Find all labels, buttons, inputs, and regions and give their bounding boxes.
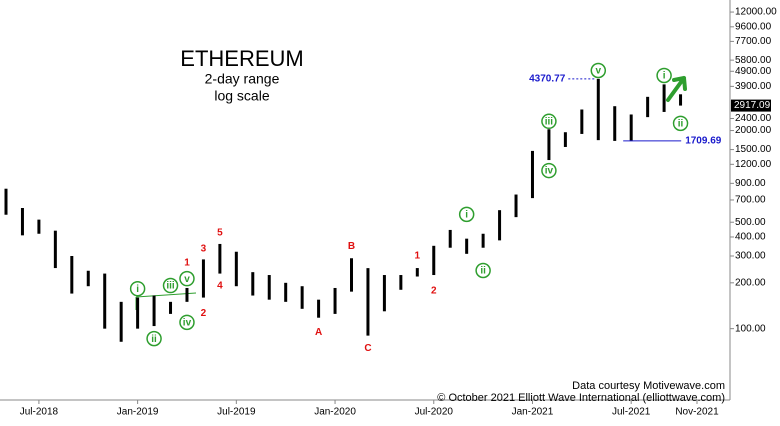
- wave-label: iv: [545, 166, 554, 177]
- y-tick-label: 5800.00: [735, 55, 772, 66]
- y-tick-label: 500.00: [735, 217, 766, 228]
- y-tick-label: 9600.00: [735, 21, 772, 32]
- y-tick-label: 4900.00: [735, 66, 772, 77]
- wave-label: v: [184, 274, 190, 285]
- wave-label: B: [348, 241, 355, 252]
- wave-circle: [656, 67, 672, 84]
- wave-label: i: [663, 71, 666, 82]
- wave-circle: [475, 262, 491, 279]
- wave-label: i: [465, 210, 468, 221]
- x-tick-label: Jan-2020: [314, 407, 356, 418]
- x-tick-label: Jul-2020: [415, 407, 454, 418]
- y-tick-label: 1500.00: [735, 144, 772, 155]
- x-tick-label: Jul-2018: [20, 407, 59, 418]
- chart-subtitle: 2-day range: [205, 71, 280, 87]
- last-price-box: [731, 99, 771, 112]
- wave-label: 2: [201, 308, 207, 319]
- wave-circle: [541, 162, 557, 179]
- y-tick-label: 300.00: [735, 251, 766, 262]
- wave-label: 1: [415, 251, 421, 262]
- price-label: 1709.69: [685, 136, 722, 147]
- wave-circle: [179, 270, 195, 287]
- wave-circle: [146, 330, 162, 347]
- wave-circle: [590, 62, 607, 79]
- wave-label: iii: [166, 281, 175, 292]
- y-tick-label: 7700.00: [735, 36, 772, 47]
- wave-circle: [162, 277, 179, 294]
- wave-label: 2: [431, 286, 437, 297]
- wave-label: A: [315, 327, 322, 338]
- wave-circle: [179, 314, 195, 331]
- wave-label: 4: [217, 281, 223, 292]
- wave-label: C: [364, 343, 371, 354]
- wave-label: iv: [183, 317, 192, 328]
- wave-label: i: [136, 284, 139, 295]
- x-tick-label: Jul-2019: [217, 407, 256, 418]
- wave-label: ii: [678, 118, 684, 129]
- y-tick-label: 3900.00: [735, 81, 772, 92]
- scale-note: log scale: [214, 88, 269, 104]
- wave-label: 3: [201, 244, 207, 255]
- y-tick-label: 900.00: [735, 178, 766, 189]
- wave-label: v: [596, 66, 602, 77]
- last-price: 2917.09: [734, 100, 771, 111]
- wave-circle: [129, 280, 146, 297]
- wave-label: 1: [184, 258, 190, 269]
- y-tick-label: 2400.00: [735, 113, 772, 124]
- wave-label: iii: [545, 116, 554, 127]
- y-tick-label: 12000.00: [735, 7, 777, 18]
- y-tick-label: 1200.00: [735, 159, 772, 170]
- wave-circle: [458, 206, 475, 223]
- x-tick-label: Jul-2021: [612, 407, 651, 418]
- price-label: 4370.77: [529, 73, 566, 84]
- chart-title: ETHEREUM: [180, 46, 303, 71]
- wave-label: ii: [151, 334, 157, 345]
- credit: Data courtesy Motivewave.com: [572, 380, 725, 392]
- credit: © October 2021 Elliott Wave Internationa…: [437, 392, 725, 404]
- x-tick-label: Jan-2021: [512, 407, 554, 418]
- y-tick-label: 2000.00: [735, 125, 772, 136]
- wave-circle: [541, 113, 557, 130]
- y-tick-label: 700.00: [735, 195, 766, 206]
- x-tick-label: Nov-2021: [675, 407, 719, 418]
- direction-arrow: [666, 76, 687, 102]
- wave-label: ii: [480, 266, 486, 277]
- y-tick-label: 100.00: [735, 323, 766, 334]
- wave-circle: [672, 115, 689, 132]
- y-tick-label: 400.00: [735, 232, 766, 243]
- wave-label: 5: [217, 228, 223, 239]
- y-tick-label: 200.00: [735, 277, 766, 288]
- x-tick-label: Jan-2019: [117, 407, 159, 418]
